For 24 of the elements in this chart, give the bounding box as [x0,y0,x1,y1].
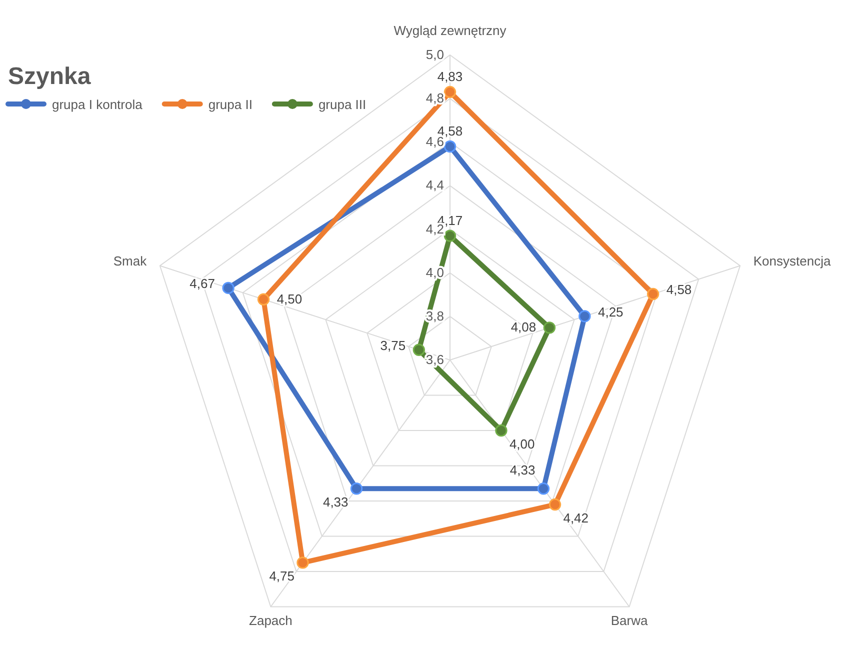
data-label: 4,25 [598,304,624,320]
data-label: 3,75 [380,338,406,353]
data-label: 4,67 [190,276,215,292]
spoke-label: Barwa [610,612,648,628]
data-label: 4,42 [563,510,589,526]
legend-label: grupa III [318,97,366,112]
data-label: 4,75 [269,568,295,584]
data-label: 4,00 [509,436,535,452]
spoke-label: Konsystencja [753,253,832,268]
spoke-label: Zapach [249,612,292,628]
y-tick-label: 4,4 [426,178,444,193]
data-label: 4,08 [510,320,536,335]
legend-label: grupa I kontrola [52,97,144,112]
y-tick-label: 5,0 [426,47,444,62]
text: Szynka [8,63,92,90]
spoke-label: Wygląd zewnętrzny [394,23,507,38]
data-label: 4,33 [322,494,348,510]
data-label: 4,83 [437,69,463,84]
data-label: 4,58 [666,282,692,298]
legend-label: grupa II [208,97,252,112]
data-label: 4,33 [510,462,536,478]
spoke-label: Smak [113,253,148,268]
y-tick-label: 4,8 [426,90,444,106]
data-label: 4,50 [276,291,302,306]
